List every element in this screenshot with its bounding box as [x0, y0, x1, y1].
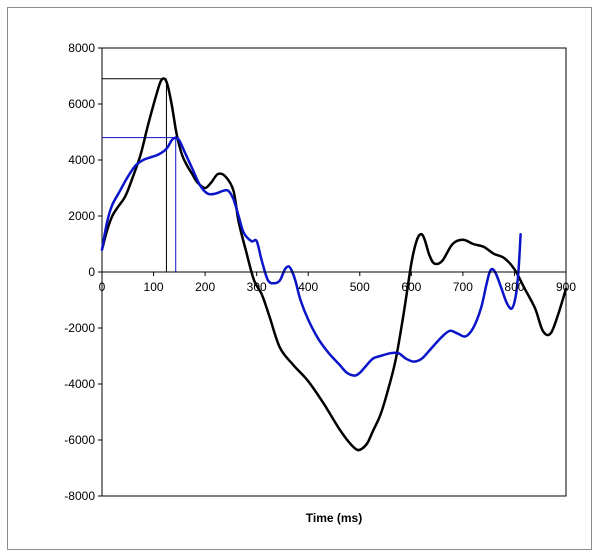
x-tick-label: 100 [144, 280, 164, 294]
y-tick-label: -2000 [64, 321, 95, 335]
annotation-layer [102, 78, 177, 272]
y-tick-label: -4000 [64, 377, 95, 391]
x-tick-label: 300 [247, 280, 267, 294]
x-tick-label: 900 [556, 280, 576, 294]
x-tick-label: 200 [195, 280, 215, 294]
x-tick-label: 500 [350, 280, 370, 294]
x-tick-label: 0 [99, 280, 106, 294]
y-tick-label: -8000 [64, 489, 95, 503]
y-tick-label: 2000 [68, 209, 95, 223]
y-tick-label: 6000 [68, 97, 95, 111]
y-tick-label: 8000 [68, 41, 95, 55]
series-line-0 [100, 77, 568, 452]
x-tick-label: 400 [298, 280, 318, 294]
tick-label-layer: 0 100 200 300 400 500 600 700 800 900 8000 6000 4000… [64, 41, 576, 503]
x-tick-label: 700 [453, 280, 473, 294]
x-tick-label: 600 [401, 280, 421, 294]
y-tick-label: -6000 [64, 433, 95, 447]
x-axis-title: Time (ms) [306, 511, 362, 525]
axes-layer [98, 47, 567, 497]
y-tick-label: 4000 [68, 153, 95, 167]
series-line-1 [100, 136, 522, 377]
y-tick-label: 0 [88, 265, 95, 279]
series-layer [100, 77, 568, 452]
chart-frame [7, 7, 592, 550]
x-tick-label: 800 [504, 280, 524, 294]
